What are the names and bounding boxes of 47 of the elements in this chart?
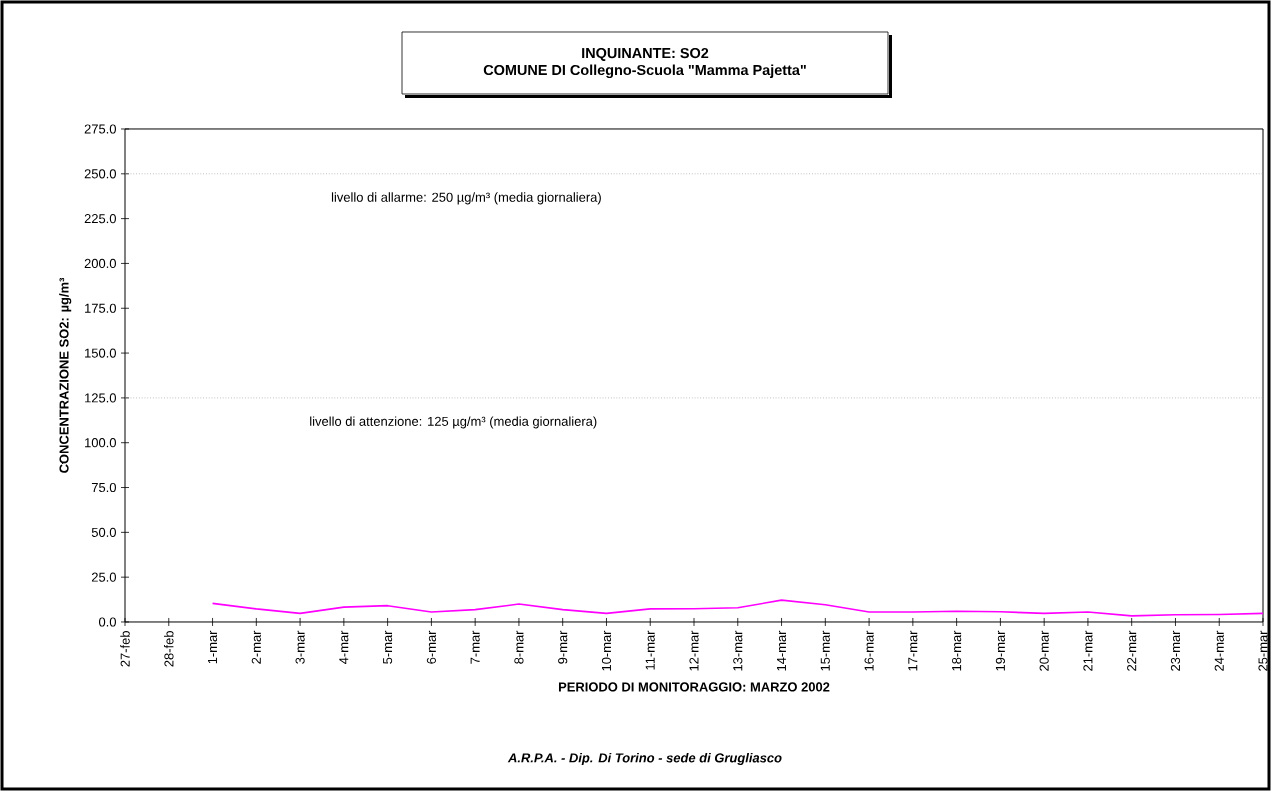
x-tick-label: 9-mar [558, 630, 568, 664]
x-tick-label: 17-mar [908, 630, 918, 671]
x-tick-label: 22-mar [1127, 630, 1137, 671]
x-tick-label: 10-mar [601, 630, 612, 671]
x-tick-label: 12-mar [689, 630, 699, 671]
y-tick-label: 125.0 [85, 393, 116, 403]
ref-line-label: livello di attenzione: 125 µg/m³ (media giornaliera) [310, 416, 597, 429]
y-tick-label: 200.0 [84, 258, 116, 269]
x-tick-label: 2-mar [251, 630, 261, 664]
y-tick-label: 50.0 [91, 527, 116, 537]
y-tick-label: 75.0 [91, 482, 116, 493]
x-tick-label: 28-feb [164, 631, 174, 667]
x-tick-label: 4-mar [339, 630, 349, 665]
y-tick-label: 250.0 [84, 169, 116, 179]
x-tick-label: 27-feb [120, 631, 130, 667]
y-tick-label: 100.0 [85, 438, 116, 448]
ref-line-label: livello di allarme: 250 µg/m³ (media giornaliera) [331, 192, 601, 205]
x-tick-label: 19-mar [995, 630, 1005, 671]
x-tick-label: 6-mar [426, 630, 436, 664]
x-tick-label: 14-mar [777, 630, 787, 671]
y-tick-label: 225.0 [84, 214, 116, 224]
x-tick-label: 25-mar [1258, 630, 1268, 671]
y-tick-label: 175.0 [85, 303, 116, 313]
x-axis-title: PERIODO DI MONITORAGGIO: MARZO 2002 [558, 682, 830, 692]
x-tick-label: 16-mar [864, 630, 874, 671]
y-tick-label: 150.0 [85, 348, 116, 358]
x-tick-label: 3-mar [295, 630, 305, 664]
y-tick-label: 275.0 [84, 124, 116, 134]
x-tick-label: 15-mar [820, 630, 830, 671]
x-tick-label: 23-mar [1170, 630, 1181, 671]
x-tick-label: 21-mar [1083, 630, 1093, 671]
chart-title: INQUINANTE: SO2 [582, 47, 709, 61]
chart-subtitle: COMUNE DI Collegno-Scuola "Mamma Pajetta" [483, 64, 806, 79]
x-tick-label: 11-mar [645, 630, 655, 670]
x-tick-label: 24-mar [1214, 630, 1224, 671]
x-tick-label: 5-mar [383, 630, 393, 664]
x-tick-label: 20-mar [1039, 630, 1049, 671]
x-tick-label: 8-mar [514, 630, 524, 664]
x-tick-label: 18-mar [952, 630, 962, 671]
y-axis-title: CONCENTRAZIONE SO2: µg/m³ [59, 277, 72, 473]
line-series [211, 599, 1264, 617]
text: A.R.P.A. - Dip. Di Torino - sede di Grugliasco [507, 752, 782, 766]
y-tick-label: 0.0 [98, 617, 116, 627]
y-tick-label: 25.0 [91, 572, 116, 582]
x-tick-label: 1-mar [208, 630, 218, 664]
x-tick-label: 13-mar [733, 630, 743, 671]
x-tick-label: 7-mar [470, 630, 480, 664]
